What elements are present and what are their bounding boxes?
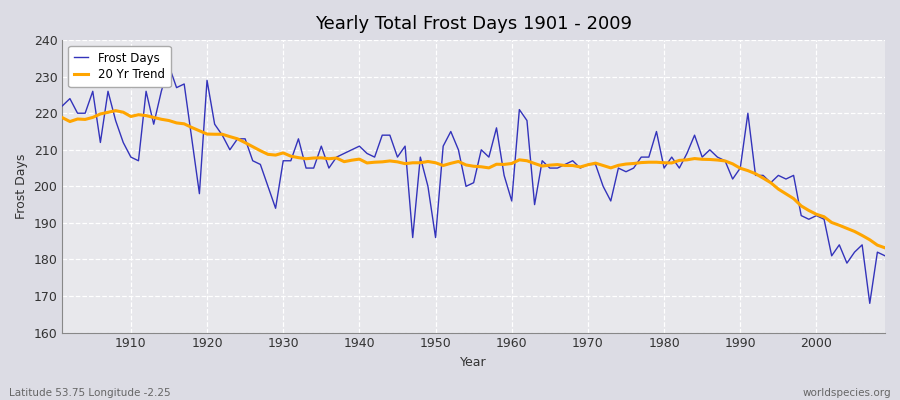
20 Yr Trend xyxy=(125,114,136,119)
20 Yr Trend xyxy=(110,108,121,113)
Frost Days xyxy=(338,151,349,156)
Frost Days xyxy=(293,136,304,141)
Frost Days xyxy=(879,254,890,258)
Line: 20 Yr Trend: 20 Yr Trend xyxy=(62,111,885,248)
20 Yr Trend xyxy=(57,115,68,120)
20 Yr Trend xyxy=(293,155,304,160)
20 Yr Trend xyxy=(514,158,525,162)
Text: worldspecies.org: worldspecies.org xyxy=(803,388,891,398)
Frost Days xyxy=(57,104,68,108)
Frost Days xyxy=(606,198,616,203)
Title: Yearly Total Frost Days 1901 - 2009: Yearly Total Frost Days 1901 - 2009 xyxy=(315,15,632,33)
Frost Days xyxy=(164,63,175,68)
Legend: Frost Days, 20 Yr Trend: Frost Days, 20 Yr Trend xyxy=(68,46,171,87)
X-axis label: Year: Year xyxy=(460,356,487,369)
Frost Days xyxy=(507,198,517,203)
Line: Frost Days: Frost Days xyxy=(62,66,885,303)
Frost Days xyxy=(514,107,525,112)
20 Yr Trend xyxy=(606,166,616,170)
Text: Latitude 53.75 Longitude -2.25: Latitude 53.75 Longitude -2.25 xyxy=(9,388,171,398)
Frost Days xyxy=(864,301,875,306)
20 Yr Trend xyxy=(338,159,349,164)
20 Yr Trend xyxy=(507,161,517,166)
Frost Days xyxy=(118,140,129,145)
20 Yr Trend xyxy=(879,246,890,250)
Y-axis label: Frost Days: Frost Days xyxy=(15,154,28,219)
